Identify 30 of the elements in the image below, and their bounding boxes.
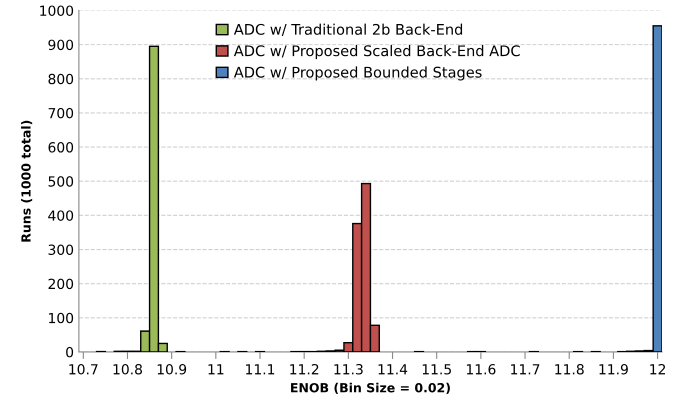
y-tick-label: 500: [48, 176, 74, 187]
y-tick-label: 400: [48, 210, 74, 221]
x-tick-label: 11.6: [466, 364, 496, 375]
y-tick-label: 900: [48, 40, 74, 50]
y-tick-label: 800: [48, 74, 74, 84]
x-tick-label: 11.2: [290, 364, 318, 374]
x-tick-label: 11.8: [555, 364, 584, 375]
x-tick-label: 11.1: [246, 364, 274, 374]
y-axis-title: Runs (1000 total): [21, 120, 32, 242]
x-tick-label: 11.5: [422, 364, 451, 375]
y-tick-label: 300: [48, 244, 74, 255]
x-tick-label: 12: [650, 364, 666, 374]
y-tick-label: 200: [48, 278, 74, 290]
x-tick-label: 11: [208, 364, 224, 374]
y-tick-label: 1000: [40, 5, 74, 16]
x-tick-label: 10.7: [69, 364, 98, 375]
legend-label: ADC w/ Proposed Scaled Back-End ADC: [234, 45, 520, 60]
x-axis-title: ENOB (Bin Size = 0.02): [291, 382, 450, 394]
x-tick-label: 11.9: [599, 364, 628, 375]
x-tick-label: 10.9: [158, 364, 186, 375]
legend-label: ADC w/ Proposed Bounded Stages: [234, 66, 482, 81]
y-tick-label: 600: [48, 142, 74, 153]
x-tick-label: 11.3: [334, 364, 363, 375]
y-tick-label: 700: [48, 108, 74, 118]
x-tick-label: 10.8: [114, 364, 142, 375]
x-tick-label: 11.4: [378, 364, 408, 374]
y-tick-label: 100: [49, 312, 74, 324]
legend-label: ADC w/ Traditional 2b Back-End: [234, 24, 462, 36]
x-tick-label: 11.7: [511, 364, 540, 374]
y-tick-label: 0: [66, 346, 74, 358]
